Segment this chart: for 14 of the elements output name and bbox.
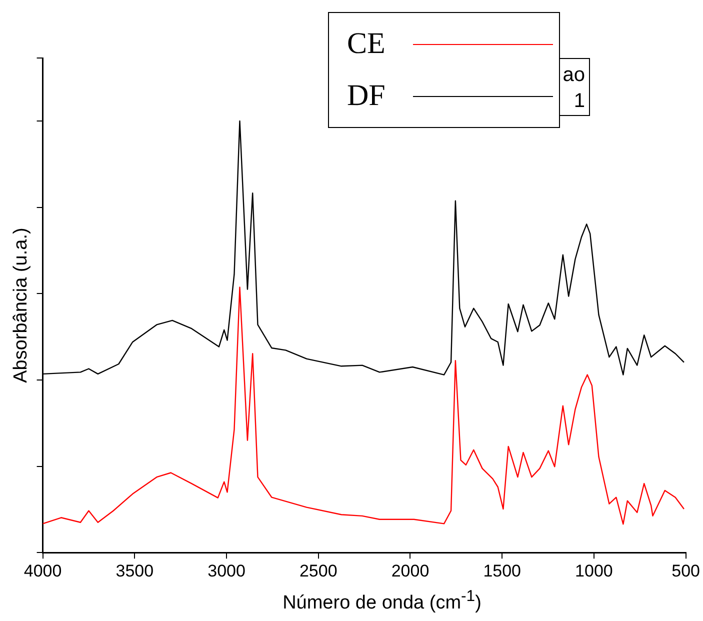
legend-label: DF: [347, 79, 386, 113]
y-axis-title: Absorbância (u.a.): [10, 228, 32, 383]
x-tick-label: 3500: [116, 561, 154, 580]
x-tick-label: 3000: [208, 561, 246, 580]
text: ao: [562, 63, 585, 88]
x-tick-label: 1000: [575, 561, 613, 580]
x-tick-label: 4000: [24, 561, 62, 580]
x-axis-title: Número de onda (cm$^{-1}$): [282, 588, 482, 614]
x-tick-label: 2000: [391, 561, 430, 580]
legend-label: CE: [347, 27, 386, 61]
x-tick-label: 2500: [299, 561, 338, 580]
text: 1: [572, 89, 585, 114]
x-tick-label: 500: [672, 561, 700, 580]
x-tick-label: 1500: [483, 561, 522, 580]
